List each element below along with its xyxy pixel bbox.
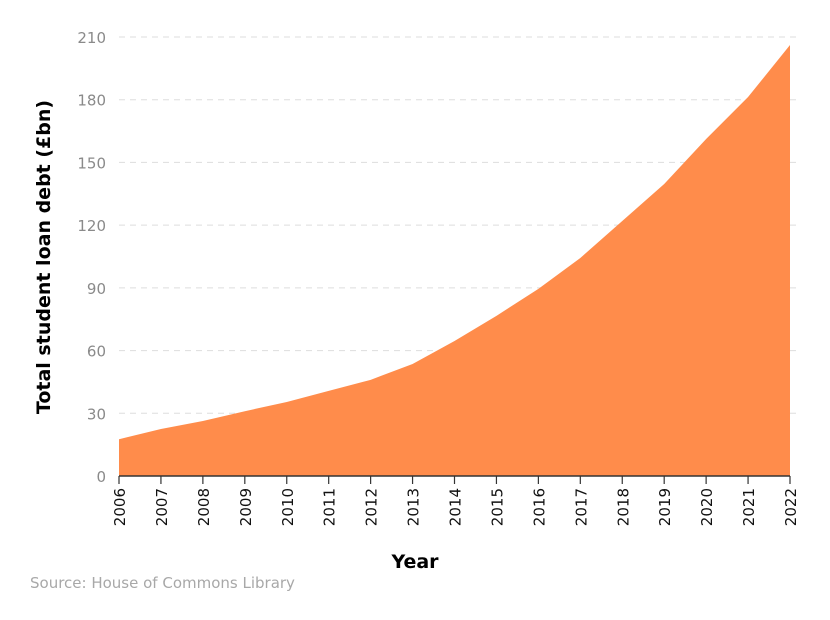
x-axis-ticks: 2006 2007 2008 2009 2010 2011 2012 2013 2014 2015… (111, 476, 800, 526)
x-tick-label: 2013 (405, 488, 423, 526)
x-tick-label: 2008 (195, 488, 213, 526)
x-tick-label: 2010 (279, 488, 297, 526)
y-axis-ticks: 0 30 60 90 120 150 180 210 (77, 29, 106, 486)
x-tick-label: 2016 (530, 488, 548, 526)
x-tick-label: 2018 (614, 488, 632, 526)
x-tick-label: 2021 (740, 488, 758, 526)
x-tick-label: 2017 (572, 488, 590, 526)
x-tick-label: 2019 (656, 488, 674, 526)
x-tick-label: 2006 (111, 488, 129, 526)
y-tick-label: 150 (77, 154, 106, 172)
y-tick-label: 60 (87, 343, 106, 361)
y-tick-label: 0 (96, 468, 106, 486)
y-tick-label: 210 (77, 29, 106, 47)
area-series (119, 44, 790, 476)
y-axis-title: Total student loan debt (£bn) (33, 100, 55, 414)
x-tick-label: 2012 (363, 488, 381, 526)
y-tick-label: 90 (87, 280, 106, 298)
source-note: Source: House of Commons Library (30, 574, 295, 592)
x-tick-label: 2014 (447, 488, 465, 526)
x-axis-title: Year (390, 551, 439, 573)
gridlines (119, 36, 800, 414)
x-tick-label: 2009 (237, 488, 255, 526)
x-tick-label: 2020 (698, 488, 716, 526)
x-tick-label: 2015 (488, 488, 506, 526)
x-tick-label: 2011 (321, 488, 339, 526)
x-tick-label: 2022 (782, 488, 800, 526)
x-tick-label: 2007 (153, 488, 171, 526)
y-tick-label: 30 (87, 405, 106, 423)
y-tick-label: 120 (77, 217, 106, 235)
y-tick-label: 180 (77, 92, 106, 110)
